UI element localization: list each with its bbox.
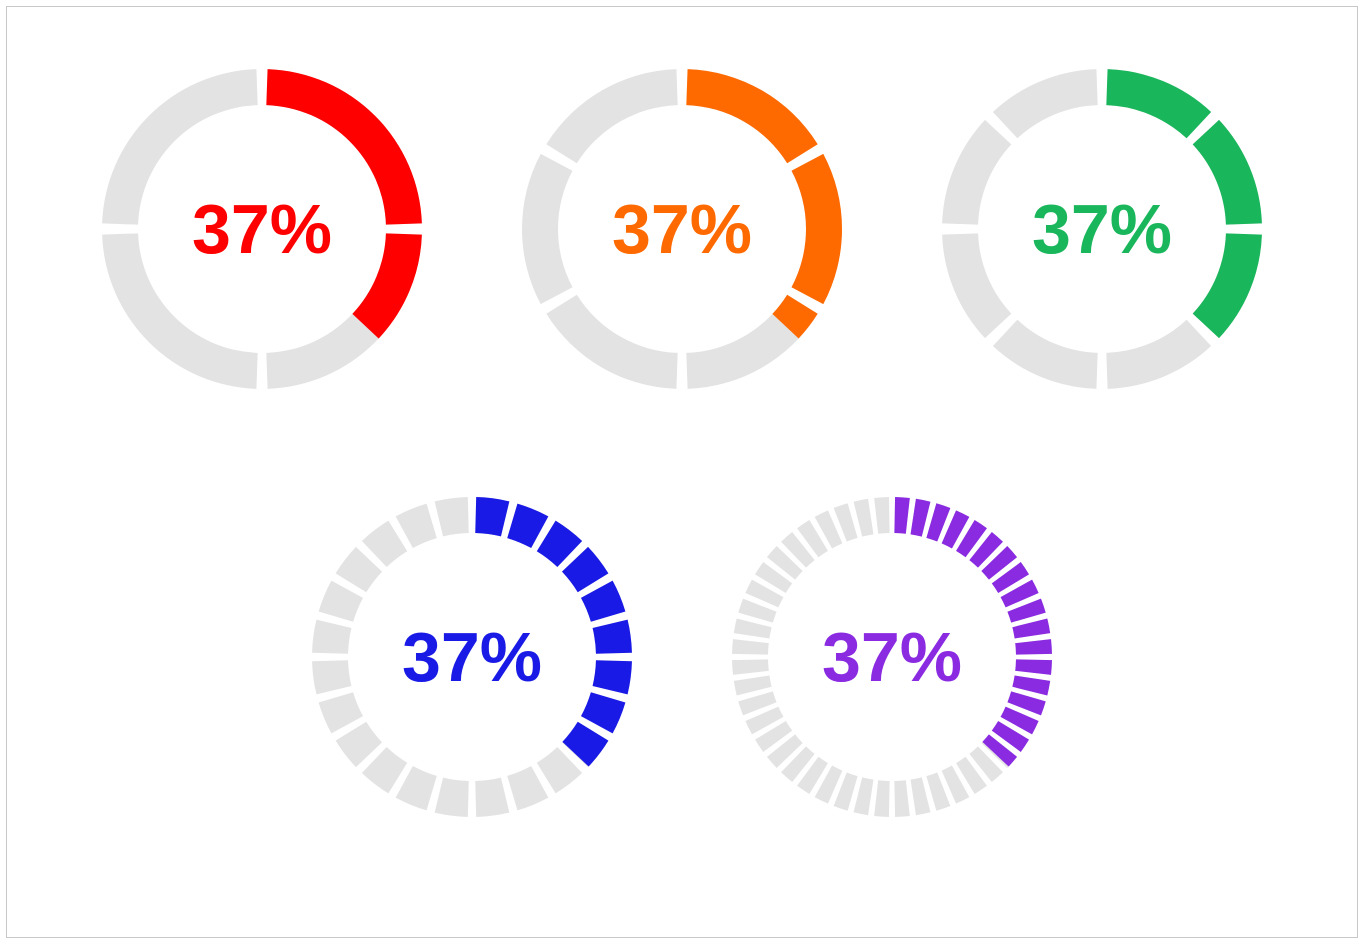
radial-gauge: 37% [512, 59, 852, 399]
gauge-fill-segment [686, 69, 817, 163]
gauge-fill-segment [1012, 619, 1050, 639]
gauge-track-segment [396, 504, 437, 548]
gauge-row-top: 37% 37% 37% [7, 59, 1357, 399]
gauge-track-segment [319, 581, 363, 622]
gauge-value-label: 37% [612, 189, 752, 269]
gauge-track-segment [732, 659, 769, 674]
gauge-fill-segment [1012, 676, 1050, 696]
gauge-track-segment [911, 777, 931, 815]
gauge-fill-segment [475, 497, 509, 536]
gauge-fill-segment [1193, 233, 1262, 338]
gauge-track-segment [942, 120, 1011, 225]
gauge-fill-segment [1106, 69, 1211, 138]
gauge-value-label: 37% [402, 617, 542, 697]
radial-gauge: 37% [92, 59, 432, 399]
gauge-fill-segment [507, 504, 548, 548]
gauge-fill-segment [791, 154, 842, 304]
gauge-value-label: 37% [192, 189, 332, 269]
gauge-track-segment [435, 778, 469, 817]
gauge-track-segment [732, 639, 769, 654]
gauge-value-label: 37% [1032, 189, 1172, 269]
gauge-fill-segment [1015, 659, 1052, 674]
gauge-track-segment [874, 780, 889, 817]
gauge-fill-segment [911, 499, 931, 537]
gauge-track-segment [734, 676, 772, 696]
gauge-track-segment [874, 497, 889, 534]
gauge-value-label: 37% [822, 617, 962, 697]
gauge-track-segment [854, 499, 874, 537]
gauge-row-bottom: 37% 37% [7, 487, 1357, 827]
radial-gauge: 37% [932, 59, 1272, 399]
gauge-track-segment [319, 692, 363, 733]
gauge-track-segment [546, 69, 677, 163]
gauge-track-segment [312, 620, 351, 654]
radial-gauge: 37% [722, 487, 1062, 827]
gauge-fill-segment [1193, 120, 1262, 225]
gauge-track-segment [396, 766, 437, 810]
gauge-track-segment [942, 233, 1011, 338]
gauge-track-segment [475, 778, 509, 817]
gauge-track-segment [522, 154, 573, 304]
gauge-track-segment [435, 497, 469, 536]
gauge-track-segment [546, 295, 677, 389]
gauge-fill-segment [894, 497, 909, 534]
gauge-track-segment [1106, 320, 1211, 389]
gauge-track-segment [993, 69, 1098, 138]
gauge-fill-segment [581, 581, 625, 622]
chart-frame: 37%37%37% 37%37% [6, 6, 1358, 938]
gauge-track-segment [312, 660, 351, 694]
gauge-track-segment [854, 777, 874, 815]
gauge-fill-segment [581, 692, 625, 733]
gauge-fill-segment [593, 660, 632, 694]
gauge-fill-segment [593, 620, 632, 654]
gauge-fill-segment [1015, 639, 1052, 654]
gauge-fill-segment [352, 233, 422, 338]
radial-gauge: 37% [302, 487, 642, 827]
gauge-track-segment [734, 619, 772, 639]
gauge-track-segment [993, 320, 1098, 389]
gauge-track-segment [507, 766, 548, 810]
gauge-track-segment [894, 780, 909, 817]
